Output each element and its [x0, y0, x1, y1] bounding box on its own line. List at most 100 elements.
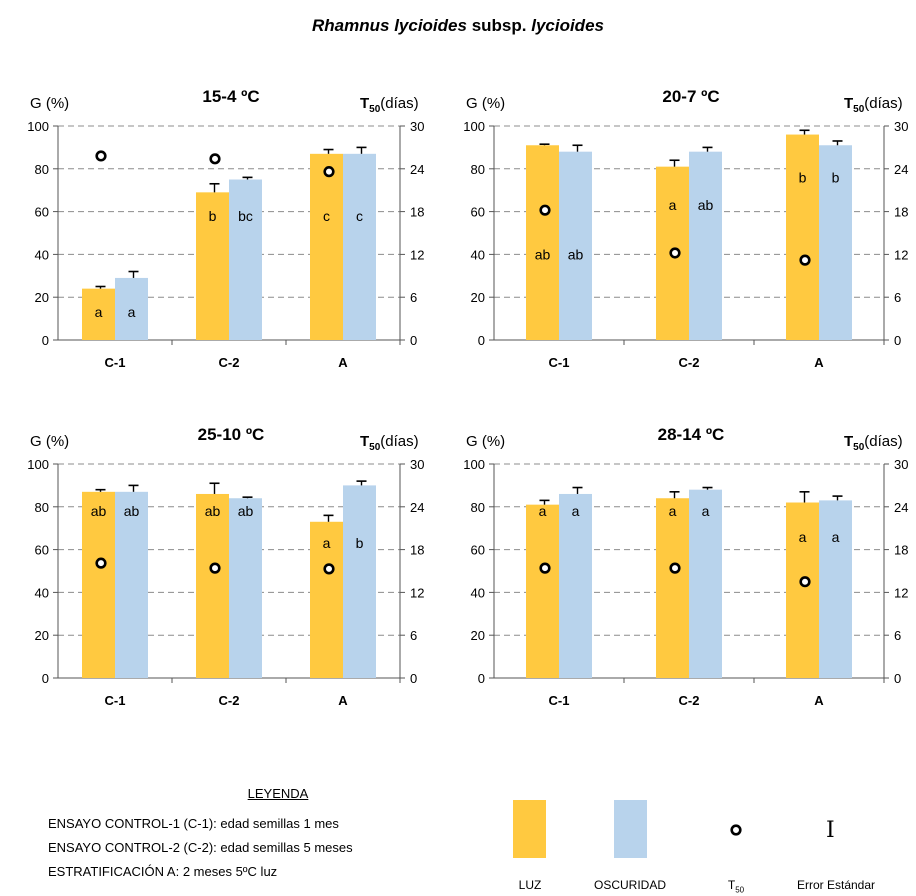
y2-tick-label: 18 [894, 205, 908, 220]
y-tick-label: 0 [42, 671, 49, 686]
significance-letter: c [323, 208, 330, 224]
legend-line-c2: ENSAYO CONTROL-2 (C-2): edad semillas 5 … [48, 840, 353, 855]
x-tick-label: A [338, 693, 348, 708]
t50-marker [799, 576, 811, 588]
t50-marker [209, 153, 221, 165]
legend-block: LEYENDA ENSAYO CONTROL-1 (C-1): edad sem… [48, 782, 508, 884]
bar-oscuridad [559, 493, 592, 678]
y-tick-label: 40 [35, 247, 49, 262]
significance-letter: a [669, 197, 677, 213]
significance-letter: ab [698, 197, 714, 213]
significance-letter: b [832, 169, 840, 185]
y2-axis-label: T50(días) [844, 433, 903, 453]
x-tick-label: C-1 [549, 693, 570, 708]
y2-tick-label: 30 [894, 119, 908, 134]
title-subsp: subsp. [471, 16, 527, 35]
y2-tick-label: 18 [894, 543, 908, 558]
significance-letter: ab [91, 503, 107, 519]
y-tick-label: 20 [471, 628, 485, 643]
significance-letter: a [128, 304, 136, 320]
chart-panel-3 [53, 463, 405, 683]
legend-label-error: Error Estándar [796, 878, 876, 892]
x-tick-label: C-1 [105, 693, 126, 708]
legend-label-oscuridad: OSCURIDAD [593, 878, 666, 892]
y-tick-label: 0 [478, 333, 485, 348]
y2-tick-label: 6 [894, 290, 901, 305]
t50-marker [669, 562, 681, 574]
bar-luz [82, 491, 115, 678]
chart-panel-2 [489, 125, 889, 345]
y-tick-label: 40 [35, 585, 49, 600]
bar-luz [310, 153, 343, 340]
y2-tick-label: 12 [894, 585, 908, 600]
y-tick-label: 20 [35, 628, 49, 643]
x-tick-label: A [338, 355, 348, 370]
x-tick-label: A [814, 355, 824, 370]
main-title: Rhamnus lycioides subsp. lycioides [0, 16, 916, 36]
significance-letter: a [669, 503, 677, 519]
significance-letter: a [799, 529, 807, 545]
t50-marker [323, 563, 335, 575]
y-axis-label: G (%) [466, 95, 505, 112]
y-tick-label: 60 [471, 543, 485, 558]
bar-luz [196, 493, 229, 678]
panel-title: 25-10 ºC [198, 425, 265, 444]
bar-luz [82, 288, 115, 340]
legend-swatch-oscuridad [614, 800, 647, 858]
y-tick-label: 20 [35, 290, 49, 305]
significance-letter: c [356, 208, 363, 224]
y2-tick-label: 6 [410, 290, 417, 305]
legend-line-a: ESTRATIFICACIÓN A: 2 meses 5ºC luz [48, 864, 278, 879]
y2-tick-label: 12 [410, 247, 424, 262]
y-tick-label: 100 [27, 457, 49, 472]
significance-letter: a [95, 304, 103, 320]
t50-marker [209, 562, 221, 574]
significance-letter: b [209, 208, 217, 224]
bar-luz [786, 134, 819, 340]
significance-letter: ab [238, 503, 254, 519]
t50-marker [323, 166, 335, 178]
legend-label-luz: LUZ [518, 878, 542, 892]
legend-label-t50: T50 [727, 878, 745, 895]
bar-luz [526, 145, 559, 340]
x-tick-label: C-2 [219, 355, 240, 370]
x-tick-label: C-2 [679, 693, 700, 708]
bar-oscuridad [229, 179, 262, 340]
bar-oscuridad [343, 153, 376, 340]
y-tick-label: 0 [478, 671, 485, 686]
bar-oscuridad [229, 498, 262, 678]
y2-axis-label: T50(días) [360, 433, 419, 453]
y-tick-label: 100 [463, 457, 485, 472]
bar-luz [196, 192, 229, 340]
bar-oscuridad [115, 277, 148, 340]
title-species: Rhamnus lycioides [312, 16, 467, 35]
significance-letter: ab [205, 503, 221, 519]
x-tick-label: C-2 [219, 693, 240, 708]
bar-luz [656, 498, 689, 678]
legend-t50-marker-icon [730, 824, 742, 836]
y-axis-label: G (%) [30, 95, 69, 112]
y-axis-label: G (%) [466, 433, 505, 450]
bar-oscuridad [819, 500, 852, 678]
y2-tick-label: 0 [894, 333, 901, 348]
y-tick-label: 100 [27, 119, 49, 134]
bar-oscuridad [115, 491, 148, 678]
legend-swatch-luz [513, 800, 546, 858]
y-tick-label: 40 [471, 247, 485, 262]
t50-marker [95, 150, 107, 162]
bar-oscuridad [819, 145, 852, 340]
bar-luz [526, 504, 559, 678]
t50-marker [539, 562, 551, 574]
panel-title: 28-14 ºC [658, 425, 725, 444]
y-tick-label: 40 [471, 585, 485, 600]
legend-title: LEYENDA [247, 786, 309, 801]
y2-tick-label: 24 [894, 500, 908, 515]
y2-tick-label: 18 [410, 205, 424, 220]
x-tick-label: C-1 [105, 355, 126, 370]
t50-marker [669, 247, 681, 259]
bar-oscuridad [343, 485, 376, 678]
y-axis-label: G (%) [30, 433, 69, 450]
y-tick-label: 20 [471, 290, 485, 305]
y-tick-label: 100 [463, 119, 485, 134]
y2-tick-label: 6 [410, 628, 417, 643]
